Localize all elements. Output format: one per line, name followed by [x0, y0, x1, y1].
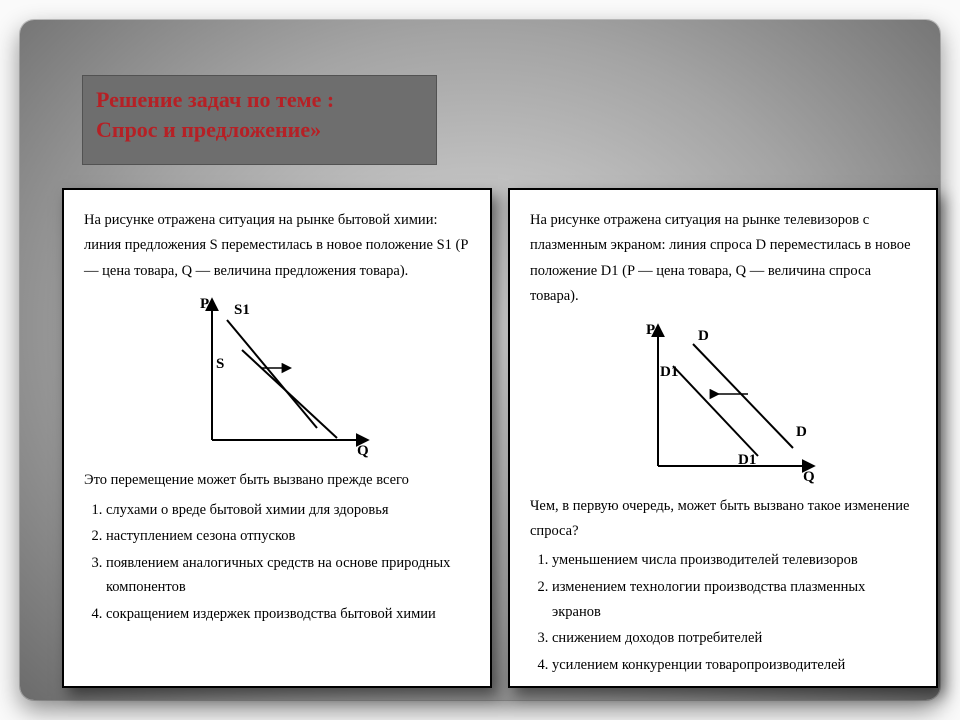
list-item: появлением аналогичных средств на основе… — [106, 551, 470, 600]
problem-card-left: На рисунке отражена ситуация на рынке бы… — [62, 188, 492, 688]
list-item: наступлением сезона отпусков — [106, 524, 470, 549]
list-item: усилением конкуренции товаропроизводител… — [552, 653, 916, 678]
left-question: Это перемещение может быть вызвано прежд… — [84, 468, 470, 493]
d-bot-label: D — [796, 424, 807, 440]
slide-stage: Решение задач по теме : Спрос и предложе… — [0, 0, 960, 720]
left-desc: На рисунке отражена ситуация на рынке бы… — [84, 208, 470, 284]
s1-label: S1 — [234, 302, 250, 318]
d1-bot-label: D1 — [738, 452, 756, 468]
x-axis-label: Q — [357, 443, 369, 459]
s-label: S — [216, 356, 224, 372]
slide-frame: Решение задач по теме : Спрос и предложе… — [20, 20, 940, 700]
list-item: изменением технологии производства плазм… — [552, 575, 916, 624]
left-options: слухами о вреде бытовой химии для здоров… — [84, 498, 470, 627]
right-options: уменьшением числа производителей телевиз… — [530, 548, 916, 677]
x-axis-label: Q — [803, 469, 815, 485]
left-graph: P Q S1 S — [84, 290, 470, 460]
right-graph: P Q D D D1 D1 — [530, 316, 916, 486]
d-top-label: D — [698, 328, 709, 344]
title-line1: Решение задач по теме : — [96, 87, 334, 112]
list-item: снижением доходов потребителей — [552, 626, 916, 651]
y-axis-label: P — [646, 322, 655, 338]
right-desc: На рисунке отражена ситуация на рынке те… — [530, 208, 916, 310]
problem-card-right: На рисунке отражена ситуация на рынке те… — [508, 188, 938, 688]
d1-top-label: D1 — [660, 364, 678, 380]
title-line2: Спрос и предложение» — [96, 115, 423, 145]
y-axis-label: P — [200, 296, 209, 312]
list-item: слухами о вреде бытовой химии для здоров… — [106, 498, 470, 523]
title-bar: Решение задач по теме : Спрос и предложе… — [82, 75, 437, 165]
list-item: сокращением издержек производства бытово… — [106, 602, 470, 627]
right-question: Чем, в первую очередь, может быть вызван… — [530, 494, 916, 545]
list-item: уменьшением числа производителей телевиз… — [552, 548, 916, 573]
